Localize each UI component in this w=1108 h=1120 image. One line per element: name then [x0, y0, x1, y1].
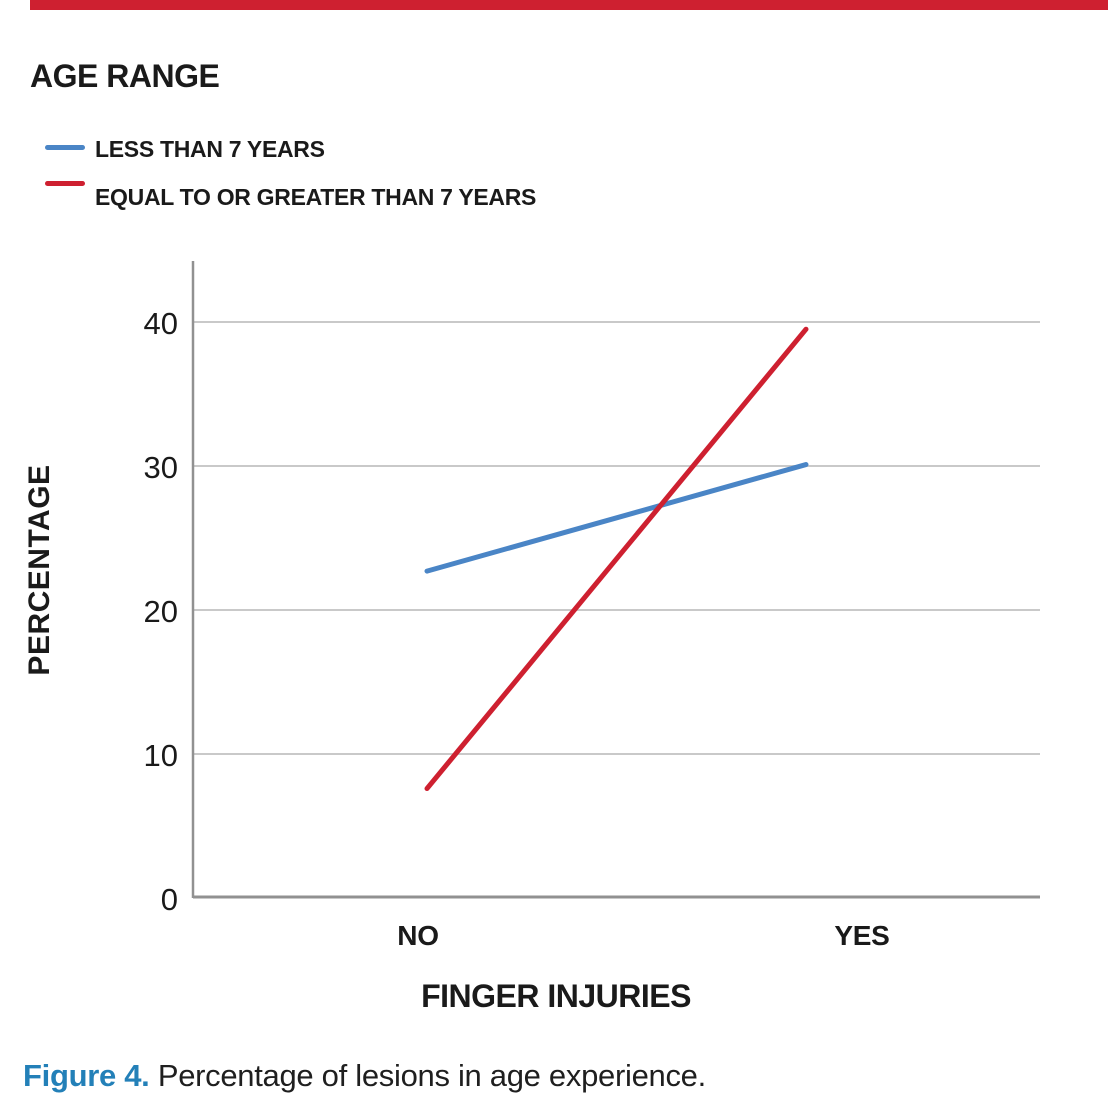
y-tick-label-40: 40 — [143, 306, 178, 341]
figure-caption: Figure 4. Percentage of lesions in age e… — [23, 1058, 706, 1094]
series-line-red — [424, 326, 809, 792]
legend-line-swatch-red — [45, 181, 85, 186]
y-tick-label-10: 10 — [143, 738, 178, 773]
legend-item-less-than-7-years: LESS THAN 7 YEARS — [95, 136, 325, 162]
top-accent-bar — [30, 0, 1108, 10]
x-axis-title: FINGER INJURIES — [421, 978, 691, 1014]
legend-line-swatch-blue — [45, 145, 85, 150]
series-line-blue — [424, 462, 809, 574]
x-category-label-no: NO — [397, 920, 439, 951]
y-tick-label-30: 30 — [143, 450, 178, 485]
y-tick-label-0: 0 — [160, 882, 178, 917]
legend-item-equal-or-greater-7-years: EQUAL TO OR GREATER THAN 7 YEARS — [95, 184, 537, 210]
y-tick-label-20: 20 — [143, 594, 178, 629]
x-category-label-yes: YES — [834, 920, 890, 951]
legend-title: AGE RANGE — [30, 58, 220, 94]
figure-caption-text: Percentage of lesions in age experience. — [149, 1058, 706, 1093]
figure-caption-label: Figure 4. — [23, 1058, 150, 1093]
